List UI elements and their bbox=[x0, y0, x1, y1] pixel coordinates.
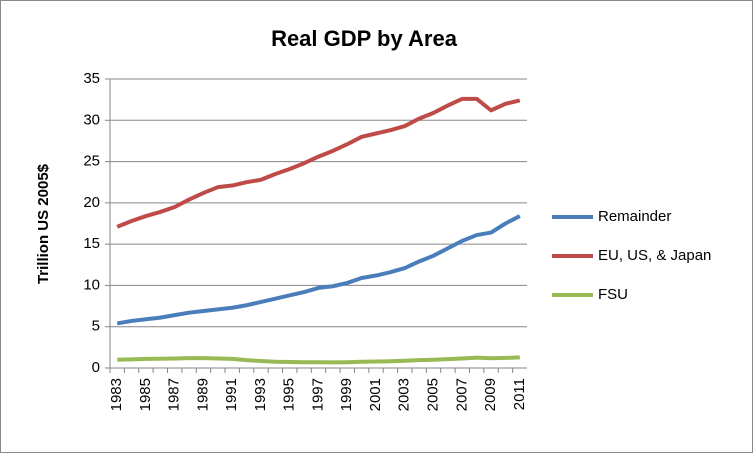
y-tick-label: 5 bbox=[92, 318, 100, 335]
x-tick-label: 1983 bbox=[108, 378, 125, 411]
y-tick-label: 35 bbox=[83, 70, 100, 87]
legend-label: Remainder bbox=[598, 208, 671, 225]
x-tick-label: 1987 bbox=[166, 378, 183, 411]
x-tick-label: 1993 bbox=[252, 378, 269, 411]
x-tick-label: 2003 bbox=[396, 378, 413, 411]
x-tick-label: 2007 bbox=[453, 378, 470, 411]
series-line bbox=[116, 96, 521, 229]
x-tick-label: 1995 bbox=[281, 378, 298, 411]
series-line bbox=[116, 214, 521, 326]
x-tick-label: 1985 bbox=[137, 378, 154, 411]
x-tick-label: 2001 bbox=[367, 378, 384, 411]
y-axis-label: Trillion US 2005$ bbox=[35, 163, 52, 284]
chart-title: Real GDP by Area bbox=[271, 26, 458, 51]
y-tick-label: 25 bbox=[83, 153, 100, 170]
x-tick-label: 2011 bbox=[511, 378, 528, 410]
x-tick-label: 2005 bbox=[425, 378, 442, 411]
y-tick-label: 20 bbox=[83, 194, 100, 211]
y-tick-label: 30 bbox=[83, 111, 100, 128]
series-line bbox=[117, 355, 520, 365]
y-tick-label: 10 bbox=[83, 276, 100, 293]
y-tick-label: 0 bbox=[92, 359, 100, 376]
x-tick-label: 2009 bbox=[482, 378, 499, 411]
legend-label: EU, US, & Japan bbox=[598, 247, 711, 264]
x-tick-label: 1989 bbox=[194, 378, 211, 411]
x-tick-label: 1997 bbox=[309, 378, 326, 411]
x-tick-label: 1991 bbox=[223, 378, 240, 411]
y-tick-label: 15 bbox=[83, 235, 100, 252]
legend-label: FSU bbox=[598, 286, 628, 303]
x-tick-label: 1999 bbox=[338, 378, 355, 411]
